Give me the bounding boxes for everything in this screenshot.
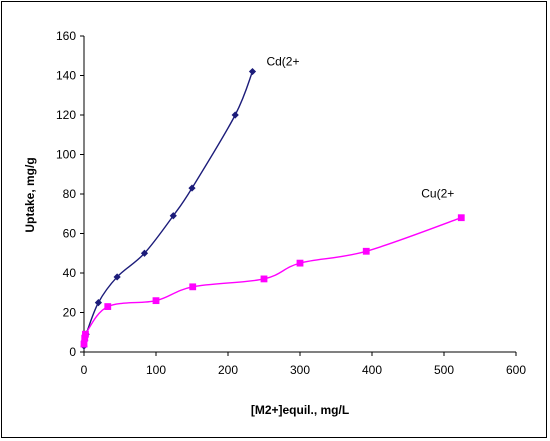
y-tick-label: 140 bbox=[56, 69, 76, 83]
plot-area: Cd(2+ Cu(2+ bbox=[80, 55, 465, 350]
y-axis-title: Uptake, mg/g bbox=[23, 157, 37, 232]
y-tick-label: 160 bbox=[56, 29, 76, 43]
cu-data-point bbox=[296, 259, 304, 267]
cu-data-point bbox=[81, 334, 89, 342]
y-tick-label: 20 bbox=[63, 306, 77, 320]
cu-data-point bbox=[80, 340, 88, 348]
cu-series-label: Cu(2+ bbox=[421, 187, 454, 201]
x-tick-label: 500 bbox=[434, 363, 454, 377]
cd-data-point bbox=[94, 299, 102, 307]
cd-data-point bbox=[231, 111, 239, 119]
y-tick-label: 120 bbox=[56, 108, 76, 122]
y-tick-label: 0 bbox=[69, 345, 76, 359]
cu-data-point bbox=[457, 214, 465, 222]
cd-data-point bbox=[188, 184, 196, 192]
cu-data-point bbox=[189, 283, 197, 291]
y-tick-label: 40 bbox=[63, 266, 77, 280]
cd-data-point bbox=[140, 249, 149, 257]
cu-data-point bbox=[362, 247, 370, 255]
x-tick-label: 400 bbox=[362, 363, 382, 377]
cu-data-point bbox=[260, 275, 268, 283]
series-line-cu bbox=[82, 217, 462, 345]
y-tick-label: 60 bbox=[63, 227, 77, 241]
cd-data-point bbox=[169, 212, 177, 220]
y-tick-label: 80 bbox=[63, 187, 77, 201]
x-tick-label: 300 bbox=[290, 363, 310, 377]
cd-data-point bbox=[248, 67, 257, 76]
tick-labels: 0 20 40 60 80 100 120 140 160 0 100 200 300 400 500 600 bbox=[56, 29, 526, 377]
cd-data-point bbox=[113, 273, 121, 281]
x-tick-label: 0 bbox=[81, 363, 88, 377]
x-tick-label: 600 bbox=[506, 363, 526, 377]
cu-data-point bbox=[82, 330, 89, 338]
cu-data-point bbox=[104, 303, 112, 310]
cu-data-point bbox=[152, 297, 160, 305]
x-axis-title: [M2+]equil., mg/L bbox=[251, 403, 349, 417]
cd-series-label: Cd(2+ bbox=[266, 55, 299, 69]
y-tick-label: 100 bbox=[56, 148, 76, 162]
x-tick-label: 200 bbox=[218, 363, 238, 377]
x-tick-label: 100 bbox=[146, 363, 166, 377]
axes bbox=[80, 35, 517, 356]
